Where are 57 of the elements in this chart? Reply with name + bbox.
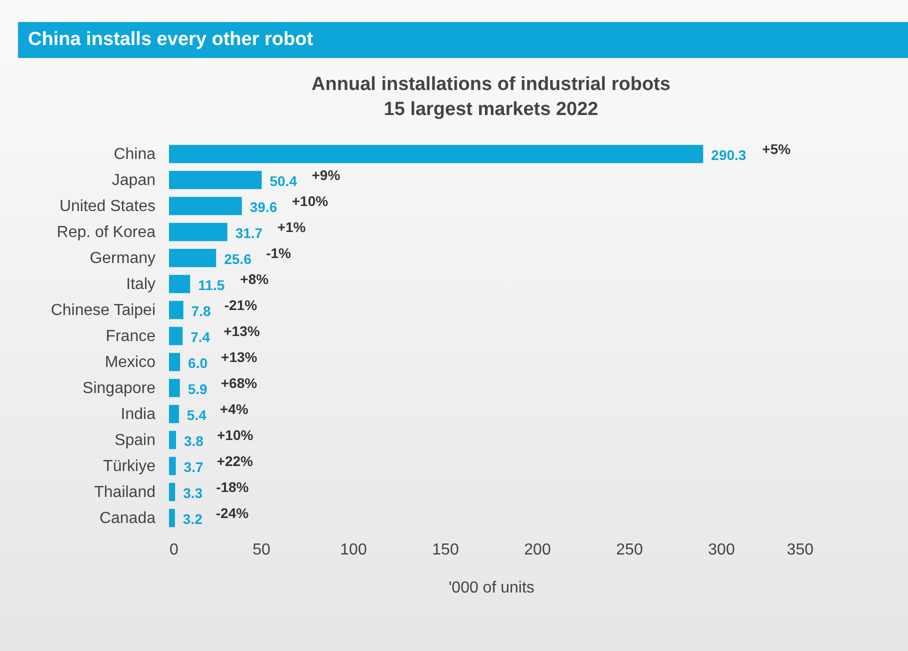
y-tick-label: Türkiye [103,458,156,475]
x-tick-label: 150 [432,542,459,558]
y-tick-label: Singapore [82,380,156,397]
x-tick-label: 350 [786,542,814,558]
data-label: 3.8 [184,433,204,449]
data-label: 25.6 [224,251,252,267]
y-tick-label: China [114,146,156,163]
annotation: +13% [224,323,260,339]
x-tick-label: 300 [708,542,735,558]
text: Annual installations of industrial robots [312,74,670,95]
annotation: -1% [266,245,292,261]
data-label: 39.6 [250,199,278,215]
y-tick-label: Spain [114,432,156,449]
y-tick-label: Thailand [94,484,156,501]
annotation: -24% [216,505,250,521]
data-label: 11.5 [198,277,225,293]
x-tick-label: 250 [616,542,643,558]
y-tick-label: India [120,406,156,423]
y-tick-label: Mexico [104,354,156,371]
annotation: +9% [312,167,341,183]
data-label: 50.4 [270,173,298,189]
data-label: 7.4 [190,329,210,345]
annotation: +10% [216,427,254,443]
x-tick-label: 200 [524,542,551,558]
annotation: -18% [216,479,250,495]
annotation: +22% [216,453,254,469]
y-tick-label: Canada [99,510,156,527]
y-tick-label: Rep. of Korea [56,224,156,241]
data-label: 3.7 [184,459,204,475]
annotation: +13% [221,349,258,365]
annotation: +8% [240,271,270,287]
x-tick-label: 0 [170,542,178,558]
data-label: 290.3 [711,147,746,163]
data-label: 6.0 [188,355,208,371]
text: 15 largest markets 2022 [384,99,598,120]
data-label: 3.2 [182,511,203,527]
x-axis-title: '000 of units [448,580,534,596]
annotation: +5% [762,141,792,157]
annotation: +1% [277,219,306,235]
chart-title: China installs every other robot [18,22,908,58]
annotation: -21% [224,297,258,313]
data-label: 5.9 [188,381,208,397]
x-tick-label: 100 [340,542,367,558]
data-label: 5.4 [186,407,207,423]
annotation: +4% [220,401,249,417]
x-tick-label: 50 [252,542,270,558]
data-label: 31.7 [235,225,263,241]
y-tick-label: Italy [126,276,156,293]
annotation: +68% [220,375,258,391]
y-tick-label: Japan [112,172,156,189]
data-label: 7.8 [191,303,212,319]
y-tick-label: France [106,328,156,345]
y-tick-label: United States [59,198,156,215]
y-tick-label: Germany [90,250,156,267]
data-label: 3.3 [183,485,203,501]
annotation: +10% [292,193,329,209]
y-tick-label: Chinese Taipei [50,302,156,319]
